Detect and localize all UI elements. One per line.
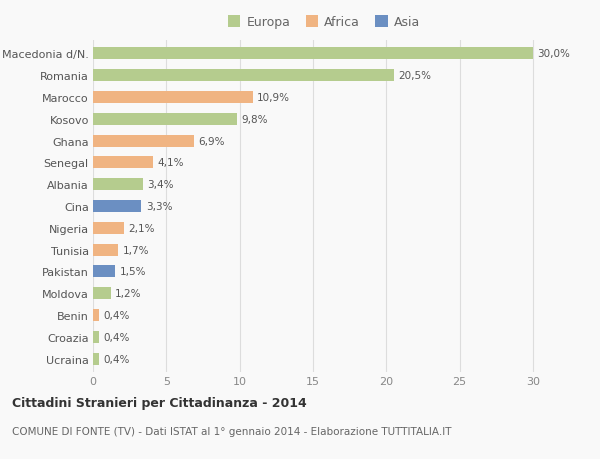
Text: 1,2%: 1,2% bbox=[115, 289, 142, 298]
Bar bbox=[93, 48, 533, 60]
Text: 4,1%: 4,1% bbox=[158, 158, 184, 168]
Bar bbox=[93, 353, 99, 365]
Text: COMUNE DI FONTE (TV) - Dati ISTAT al 1° gennaio 2014 - Elaborazione TUTTITALIA.I: COMUNE DI FONTE (TV) - Dati ISTAT al 1° … bbox=[12, 426, 452, 436]
Text: 1,5%: 1,5% bbox=[119, 267, 146, 277]
Bar bbox=[93, 92, 253, 104]
Text: 9,8%: 9,8% bbox=[241, 115, 268, 124]
Bar bbox=[93, 135, 194, 147]
Bar bbox=[93, 309, 99, 321]
Text: 0,4%: 0,4% bbox=[103, 310, 130, 320]
Bar bbox=[93, 114, 237, 126]
Text: Cittadini Stranieri per Cittadinanza - 2014: Cittadini Stranieri per Cittadinanza - 2… bbox=[12, 396, 307, 409]
Bar bbox=[93, 157, 153, 169]
Text: 10,9%: 10,9% bbox=[257, 93, 290, 103]
Text: 3,3%: 3,3% bbox=[146, 202, 172, 212]
Bar bbox=[93, 244, 118, 256]
Text: 2,1%: 2,1% bbox=[128, 223, 155, 233]
Text: 0,4%: 0,4% bbox=[103, 332, 130, 342]
Text: 0,4%: 0,4% bbox=[103, 354, 130, 364]
Text: 1,7%: 1,7% bbox=[122, 245, 149, 255]
Text: 3,4%: 3,4% bbox=[147, 180, 174, 190]
Text: 20,5%: 20,5% bbox=[398, 71, 431, 81]
Bar bbox=[93, 179, 143, 191]
Bar bbox=[93, 331, 99, 343]
Text: 30,0%: 30,0% bbox=[538, 50, 570, 59]
Bar bbox=[93, 287, 110, 300]
Text: 6,9%: 6,9% bbox=[199, 136, 225, 146]
Bar bbox=[93, 222, 124, 234]
Legend: Europa, Africa, Asia: Europa, Africa, Asia bbox=[226, 14, 422, 32]
Bar bbox=[93, 70, 394, 82]
Bar bbox=[93, 266, 115, 278]
Bar bbox=[93, 201, 142, 213]
